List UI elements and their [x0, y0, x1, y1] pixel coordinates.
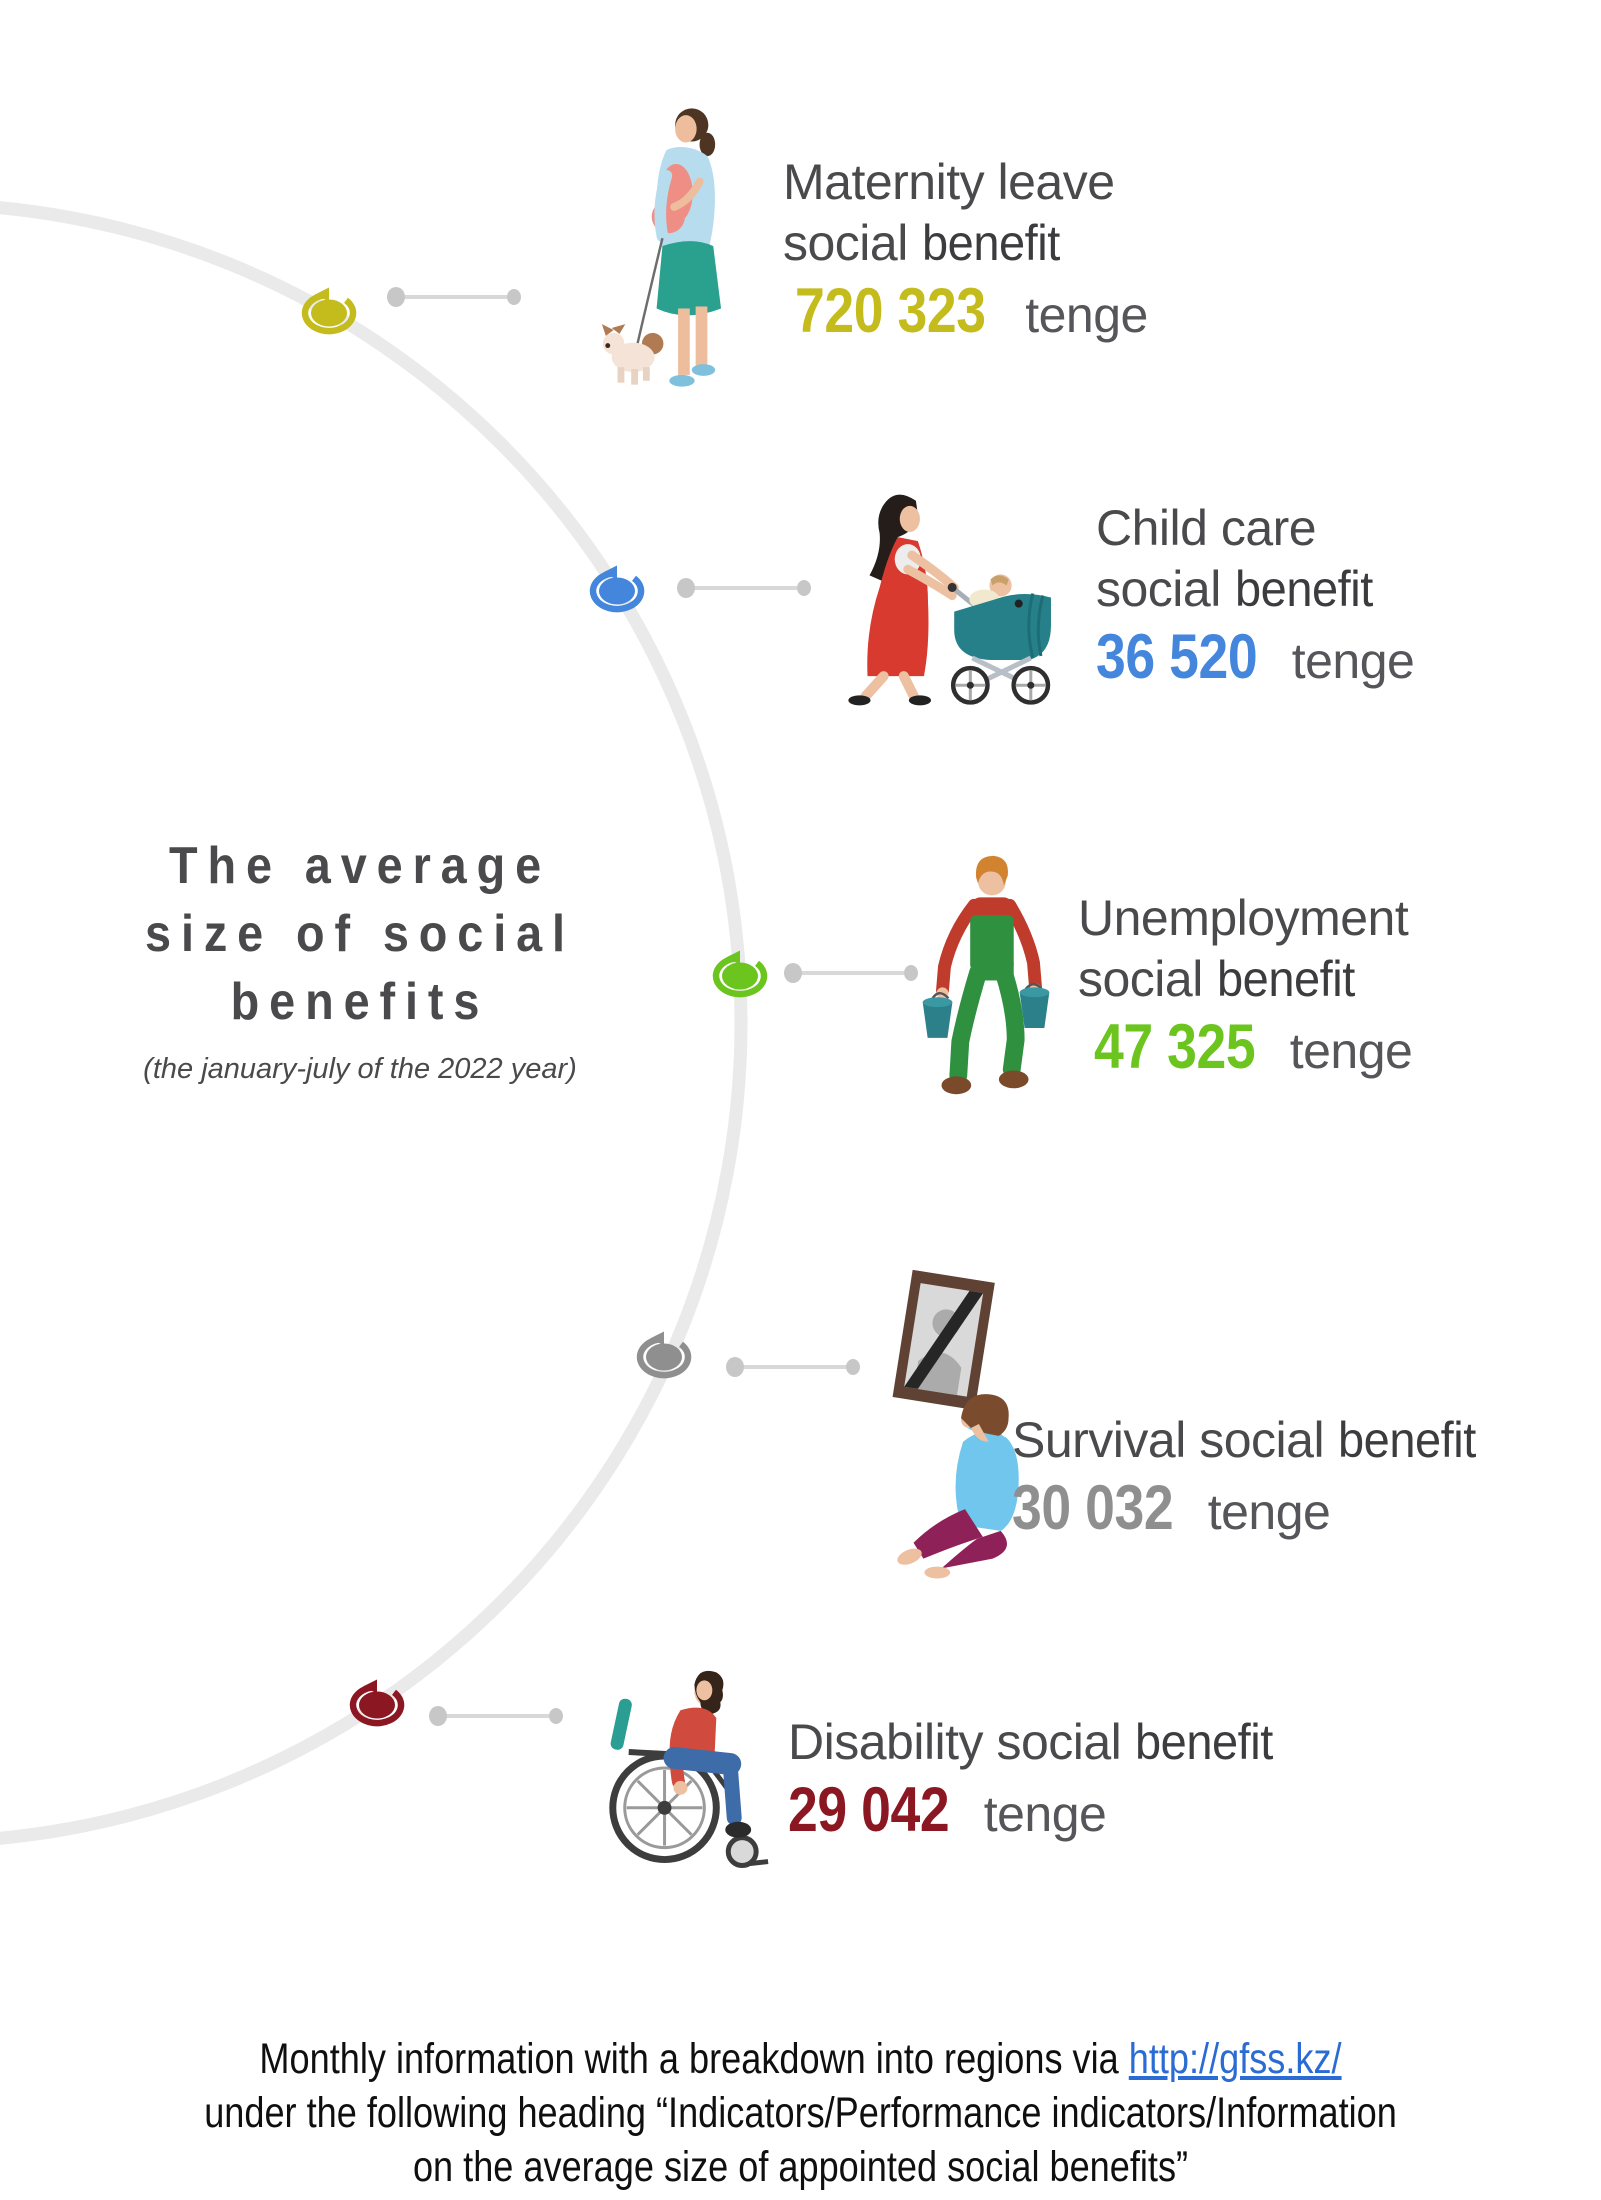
title-line-1: The average [168, 837, 552, 895]
connector-line [387, 287, 521, 307]
benefit-unit: tenge [1289, 1023, 1413, 1079]
benefit-value-row: 720 323 tenge [783, 276, 1148, 346]
benefit-label-line2: social [1096, 561, 1221, 617]
benefit-label-line2: social [783, 215, 908, 271]
page-title: The average size of social benefits (the… [85, 832, 635, 1086]
survival-marker [630, 1326, 698, 1386]
rotate-arrow-icon [349, 1679, 405, 1727]
connector-line [429, 1706, 563, 1726]
pregnant-woman-walking-dog-illustration [601, 108, 722, 387]
benefit-value: 47 325 [1094, 1012, 1256, 1082]
footer-line-3: on the average size of appointed social … [412, 2143, 1189, 2191]
benefit-value-row: 47 325 tenge [1078, 1012, 1413, 1082]
benefit-label-line1: Child care [1096, 500, 1317, 556]
benefit-unit: tenge [1291, 633, 1415, 689]
woman-pushing-stroller-illustration [848, 494, 1051, 706]
maternity-marker [295, 282, 363, 342]
rotate-arrow-icon [589, 565, 645, 613]
benefit-word: benefit [1135, 1714, 1274, 1770]
benefit-value-row: 29 042 tenge [788, 1775, 1282, 1845]
footer-line-2: under the following heading “Indicators/… [204, 2089, 1397, 2137]
benefit-word: benefit [1216, 951, 1355, 1007]
maternity-benefit-text: Maternity leave social benefit 720 323 ten… [783, 152, 1148, 346]
benefit-word: benefit [1338, 1412, 1476, 1468]
man-in-wheelchair-illustration [609, 1670, 769, 1869]
footer-note: Monthly information with a breakdown int… [0, 2032, 1601, 2194]
title-subtitle: (the january-july of the 2022 year) [143, 1053, 577, 1085]
benefit-value: 29 042 [788, 1775, 950, 1845]
benefit-value: 30 032 [1012, 1473, 1174, 1543]
gfss-link[interactable]: http://gfss.kz/ [1128, 2035, 1342, 2083]
benefit-value: 36 520 [1096, 622, 1258, 692]
rotate-arrow-icon [301, 287, 357, 335]
survival-benefit-text: Survival social benefit 30 032 tenge [1012, 1410, 1485, 1543]
worker-carrying-buckets-illustration [922, 855, 1050, 1095]
benefit-value-row: 30 032 tenge [1012, 1473, 1485, 1543]
unemployment-benefit-text: Unemployment social benefit 47 325 tenge [1078, 888, 1413, 1082]
footer-line-1-text: Monthly information with a breakdown int… [259, 2035, 1129, 2083]
benefit-label-line2: social [1078, 951, 1203, 1007]
rotate-arrow-icon [636, 1331, 692, 1379]
disability-marker [343, 1674, 411, 1734]
benefit-label-line1: Unemployment [1078, 890, 1409, 946]
disability-benefit-text: Disability social benefit 29 042 tenge [788, 1712, 1282, 1845]
benefit-word: benefit [921, 215, 1060, 271]
footer-line-1: Monthly information with a breakdown int… [128, 2032, 1473, 2086]
benefit-label-line1: Disability social [788, 1714, 1122, 1770]
benefit-unit: tenge [983, 1786, 1107, 1842]
connector-line [784, 963, 918, 983]
benefit-unit: tenge [1207, 1484, 1331, 1540]
grieving-person-with-portrait-illustration [892, 1269, 1019, 1579]
benefit-value: 720 323 [795, 276, 986, 346]
connector-line [726, 1357, 860, 1377]
childcare-marker [583, 560, 651, 620]
benefit-unit: tenge [1025, 287, 1148, 343]
childcare-benefit-text: Child care social benefit 36 520 tenge [1096, 498, 1415, 692]
title-line-2: size of social [145, 905, 575, 963]
rotate-arrow-icon [712, 950, 768, 998]
connector-line [677, 578, 811, 598]
benefit-label-line1: Survival social [1012, 1412, 1325, 1468]
benefit-word: benefit [1234, 561, 1373, 617]
benefit-value-row: 36 520 tenge [1096, 622, 1415, 692]
benefit-label-line1: Maternity leave [783, 154, 1115, 210]
unemployment-marker [706, 945, 774, 1005]
title-line-3: benefits [230, 973, 490, 1031]
